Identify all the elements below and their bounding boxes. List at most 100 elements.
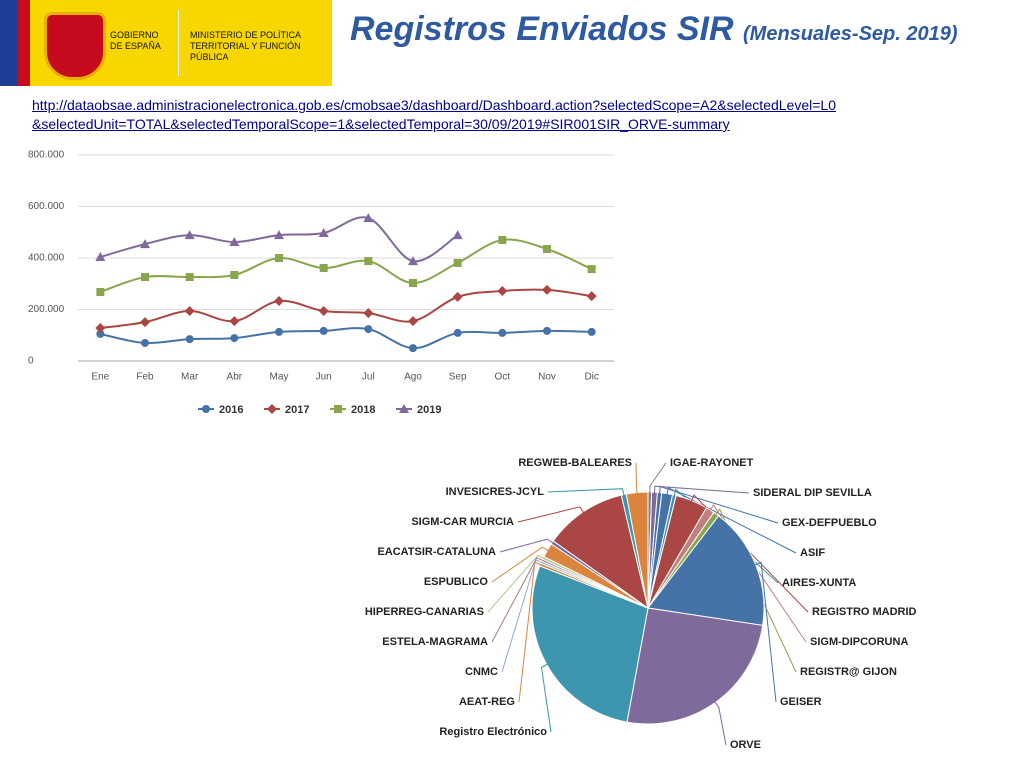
logo: GOBIERNO DE ESPAÑA MINISTERIO DE POLÍTIC…: [0, 0, 332, 86]
marker: [275, 254, 283, 262]
legend-marker: [202, 405, 210, 413]
y-tick-label: 800.000: [28, 150, 65, 161]
series-line: [100, 327, 592, 350]
marker: [363, 308, 374, 319]
marker: [275, 327, 283, 336]
marker: [319, 326, 328, 335]
marker: [408, 316, 418, 327]
marker: [95, 323, 106, 334]
marker: [230, 334, 239, 343]
marker: [185, 273, 194, 282]
marker: [230, 270, 239, 279]
marker: [543, 244, 551, 253]
logo-text: GOBIERNO DE ESPAÑA: [110, 30, 161, 51]
y-tick-label: 200.000: [28, 304, 65, 315]
leader-line: [649, 462, 667, 498]
series-line: [100, 238, 593, 293]
leader-line: [499, 538, 558, 553]
pie-label: IGAE-RAYONET: [670, 457, 754, 469]
marker: [587, 327, 596, 336]
url-line[interactable]: &selectedUnit=TOTAL&selectedTemporalScop…: [32, 116, 730, 132]
marker: [497, 285, 508, 296]
leader-line: [491, 546, 553, 583]
marker: [184, 230, 195, 240]
marker: [364, 325, 373, 334]
series-line: [100, 288, 592, 330]
x-tick-label: Sep: [449, 372, 467, 383]
leader-line: [635, 462, 639, 499]
legend-marker: [334, 405, 342, 413]
marker: [498, 328, 507, 337]
pie-label: CNMC: [465, 666, 498, 678]
leader-line: [658, 485, 779, 524]
logo-text: MINISTERIO DE POLÍTICA TERRITORIAL Y FUN…: [190, 30, 301, 62]
pie-label: HIPERREG-CANARIAS: [365, 606, 484, 618]
x-tick-label: Mar: [181, 372, 199, 383]
pie-label: REGISTR@ GIJON: [800, 666, 897, 678]
marker: [140, 239, 150, 249]
legend-label: 2017: [285, 404, 309, 416]
marker: [96, 329, 105, 338]
marker: [364, 257, 373, 266]
pie-label: SIGM-CAR MURCIA: [411, 516, 514, 528]
title-main: Registros Enviados SIR: [350, 10, 734, 48]
marker: [184, 306, 195, 317]
url-line[interactable]: http://dataobsae.administracionelectroni…: [32, 97, 836, 113]
title: Registros Enviados SIR (Mensuales-Sep. 2…: [350, 10, 958, 49]
flag-stripe: [18, 0, 30, 86]
pie-label: AEAT-REG: [459, 696, 515, 708]
pie-label: SIGM-DIPCORUNA: [810, 636, 908, 648]
leader-line: [653, 485, 750, 499]
marker: [229, 316, 240, 327]
pie-label: REGISTRO MADRID: [812, 606, 917, 618]
x-tick-label: Feb: [136, 372, 154, 383]
marker: [363, 213, 374, 223]
leader-line: [706, 504, 807, 643]
x-tick-label: Oct: [495, 372, 511, 383]
pie-label: REGWEB-BALEARES: [518, 457, 632, 469]
marker: [319, 264, 328, 273]
marker: [587, 265, 596, 274]
pie-label: Registro Electrónico: [439, 726, 547, 738]
leader-line: [750, 561, 777, 703]
leader-line: [517, 506, 587, 523]
pie-slice: [626, 607, 764, 725]
marker: [141, 338, 149, 347]
x-tick-label: Abr: [227, 372, 243, 383]
legend-marker: [267, 404, 277, 414]
marker: [453, 258, 462, 267]
marker: [452, 230, 463, 240]
subtitle: (Mensuales-Sep. 2019): [743, 23, 958, 45]
leader-line: [540, 661, 553, 733]
marker: [318, 306, 329, 317]
marker: [229, 237, 240, 247]
separator: [178, 10, 179, 76]
marker: [96, 287, 105, 296]
pie-label: INVESICRES-JCYL: [446, 486, 545, 498]
pie-label: SIDERAL DIP SEVILLA: [753, 487, 872, 499]
legend-marker: [399, 404, 409, 413]
pie-label: ESTELA-MAGRAMA: [382, 636, 488, 648]
leader-line: [665, 486, 797, 554]
marker: [586, 291, 597, 302]
leader-line: [689, 494, 809, 613]
marker: [409, 344, 417, 353]
marker: [140, 317, 150, 328]
leader-line: [711, 697, 727, 746]
marker: [141, 273, 149, 282]
x-tick-label: Jul: [362, 372, 375, 383]
marker: [452, 291, 463, 302]
x-tick-label: Dic: [584, 372, 598, 383]
x-tick-label: Ene: [91, 372, 109, 383]
pie-label: AIRES-XUNTA: [782, 577, 856, 589]
pie-label: ORVE: [730, 739, 761, 751]
marker: [498, 235, 507, 244]
url[interactable]: http://dataobsae.administracionelectroni…: [32, 96, 836, 134]
marker: [185, 335, 194, 344]
pie-label: ASIF: [800, 547, 825, 559]
x-tick-label: Jun: [316, 372, 332, 383]
legend-label: 2016: [219, 404, 243, 416]
pie-label: GEISER: [780, 696, 822, 708]
x-tick-label: Ago: [404, 372, 422, 383]
